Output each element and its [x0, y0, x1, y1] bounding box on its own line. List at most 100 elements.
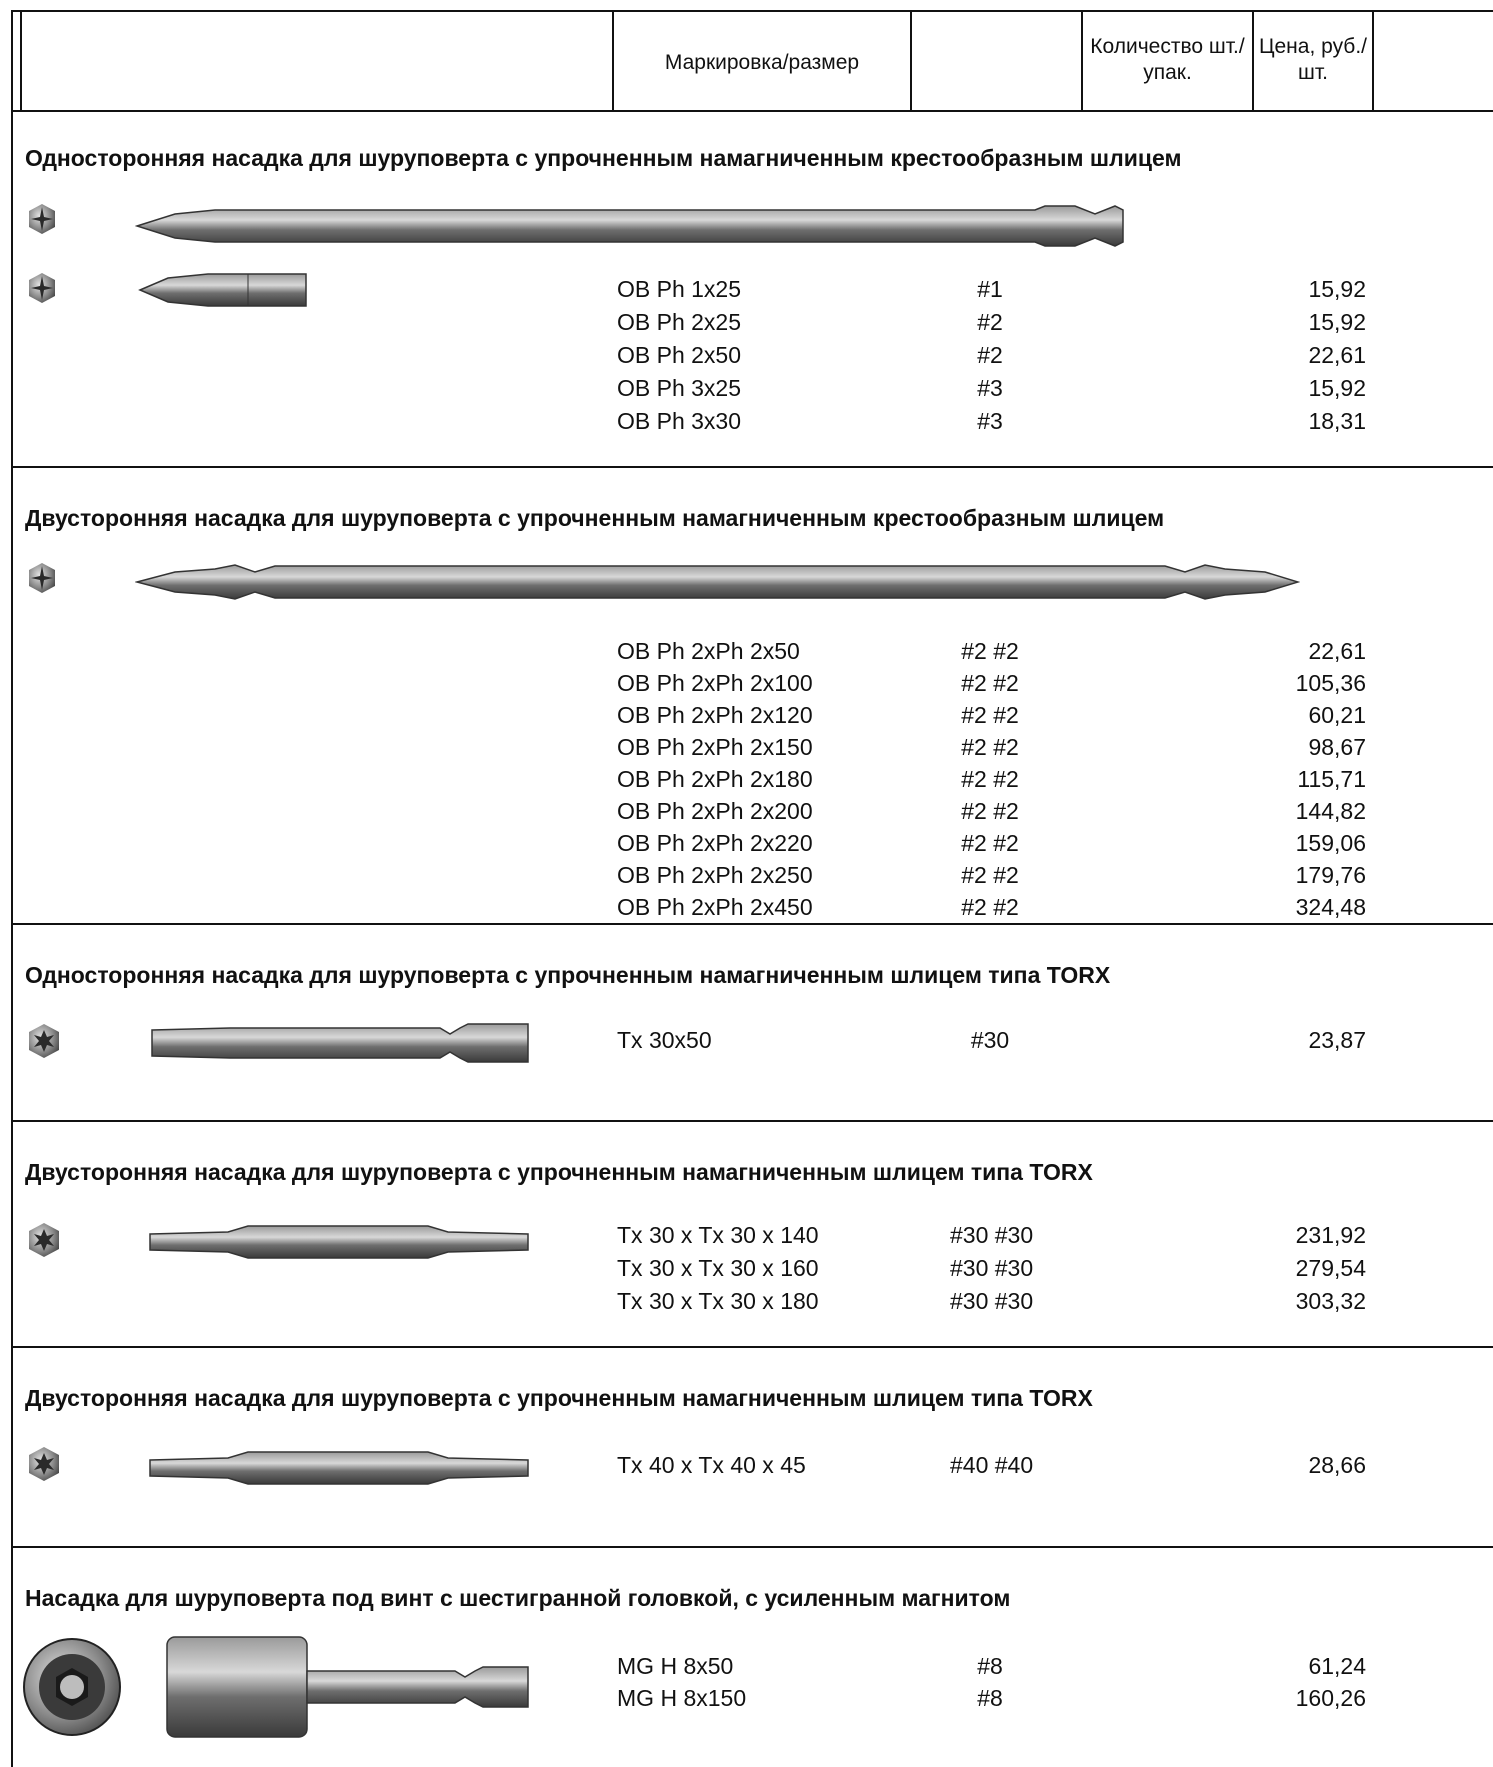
short-phillips-bit-image [138, 273, 307, 307]
section-title: Односторонняя насадка для шуруповерта с … [25, 962, 1111, 988]
size-cell: #2 #2 [961, 670, 1019, 696]
table-row: Tx 30 x Tx 30 x 140 #30 #30 231,92 [0, 1222, 1493, 1255]
header-qty: Количество шт./упак. [1090, 35, 1245, 84]
size-cell: #2 #2 [961, 830, 1019, 856]
marking-cell: OB Ph 2xPh 2x100 [617, 670, 813, 696]
table-row: MG H 8x50 #8 61,24 [0, 1653, 1493, 1686]
size-cell: #2 #2 [961, 862, 1019, 888]
section-divider [11, 923, 1493, 925]
header-price: Цена, руб./шт. [1258, 35, 1368, 84]
table-row: OB Ph 2xPh 2x100 #2 #2 105,36 [0, 670, 1493, 703]
price-cell: 15,92 [1308, 309, 1366, 335]
size-cell: #8 [977, 1685, 1003, 1711]
price-cell: 160,26 [1295, 1685, 1366, 1711]
table-row: OB Ph 2xPh 2x120 #2 #2 60,21 [0, 702, 1493, 735]
marking-cell: OB Ph 3x25 [617, 375, 742, 401]
size-cell: #40 #40 [950, 1452, 1034, 1478]
marking-cell: OB Ph 3x30 [617, 408, 742, 434]
marking-cell: Tx 30 x Tx 30 x 140 [617, 1222, 819, 1248]
table-row: OB Ph 2xPh 2x180 #2 #2 115,71 [0, 766, 1493, 799]
price-cell: 144,82 [1295, 798, 1366, 824]
table-row: Tx 30 x Tx 30 x 180 #30 #30 303,32 [0, 1288, 1493, 1321]
table-row: OB Ph 1x25 #1 15,92 [0, 276, 1493, 309]
price-cell: 159,06 [1295, 830, 1366, 856]
nut-setter-image [166, 1636, 529, 1738]
size-cell: #2 #2 [961, 798, 1019, 824]
size-cell: #2 #2 [961, 638, 1019, 664]
table-row: OB Ph 2x25 #2 15,92 [0, 309, 1493, 342]
price-cell: 279,54 [1295, 1255, 1366, 1281]
table-row: Tx 40 x Tx 40 x 45 #40 #40 28,66 [0, 1452, 1493, 1485]
size-cell: #2 [977, 342, 1003, 368]
table-row: OB Ph 2xPh 2x250 #2 #2 179,76 [0, 862, 1493, 895]
table-row: MG H 8x150 #8 160,26 [0, 1685, 1493, 1718]
marking-cell: OB Ph 1x25 [617, 276, 742, 302]
marking-cell: OB Ph 2xPh 2x250 [617, 862, 813, 888]
torx-bit-image [151, 1023, 529, 1063]
marking-cell: OB Ph 2xPh 2x200 [617, 798, 813, 824]
size-cell: #30 #30 [950, 1255, 1034, 1281]
section-divider [11, 1120, 1493, 1122]
marking-cell: OB Ph 2xPh 2x220 [617, 830, 813, 856]
table-row: OB Ph 2xPh 2x50 #2 #2 22,61 [0, 638, 1493, 671]
marking-cell: Tx 40 x Tx 40 x 45 [617, 1452, 806, 1478]
header-marking: Маркировка/размер [664, 51, 860, 74]
phillips-tip-icon [29, 204, 55, 234]
table-row: Tx 30x50 #30 23,87 [0, 1027, 1493, 1060]
price-cell: 324,48 [1295, 894, 1366, 920]
torx-tip-icon [29, 1024, 59, 1058]
price-cell: 23,87 [1308, 1027, 1366, 1053]
size-cell: #2 #2 [961, 894, 1019, 920]
price-cell: 22,61 [1308, 638, 1366, 664]
size-cell: #1 [977, 276, 1003, 302]
marking-cell: OB Ph 2xPh 2x450 [617, 894, 813, 920]
section-title: Двусторонняя насадка для шуруповерта с у… [25, 1159, 1093, 1185]
price-cell: 15,92 [1308, 375, 1366, 401]
section-divider [11, 466, 1493, 468]
size-cell: #3 [977, 375, 1003, 401]
section-divider [11, 1546, 1493, 1548]
double-torx-bit-image [149, 1451, 529, 1485]
marking-cell: OB Ph 2x50 [617, 342, 742, 368]
marking-cell: OB Ph 2x25 [617, 309, 742, 335]
marking-cell: MG H 8x50 [617, 1653, 734, 1679]
section-title: Насадка для шуруповерта под винт с шести… [25, 1585, 1011, 1611]
size-cell: #30 #30 [950, 1288, 1034, 1314]
size-cell: #2 #2 [961, 702, 1019, 728]
size-cell: #2 [977, 309, 1003, 335]
marking-cell: OB Ph 2xPh 2x50 [617, 638, 800, 664]
price-cell: 60,21 [1308, 702, 1366, 728]
table-row: OB Ph 2xPh 2x450 #2 #2 324,48 [0, 894, 1493, 927]
table-row: OB Ph 2x50 #2 22,61 [0, 342, 1493, 375]
table-row: OB Ph 3x30 #3 18,31 [0, 408, 1493, 441]
marking-cell: OB Ph 2xPh 2x180 [617, 766, 813, 792]
size-cell: #3 [977, 408, 1003, 434]
price-cell: 303,32 [1295, 1288, 1366, 1314]
double-torx-bit-image [149, 1225, 529, 1259]
size-cell: #2 #2 [961, 766, 1019, 792]
price-cell: 15,92 [1308, 276, 1366, 302]
price-cell: 231,92 [1295, 1222, 1366, 1248]
marking-cell: OB Ph 2xPh 2x150 [617, 734, 813, 760]
section-divider [11, 1346, 1493, 1348]
table-row: OB Ph 3x25 #3 15,92 [0, 375, 1493, 408]
price-cell: 22,61 [1308, 342, 1366, 368]
table-row: OB Ph 2xPh 2x150 #2 #2 98,67 [0, 734, 1493, 767]
price-cell: 115,71 [1297, 766, 1366, 792]
table-row: OB Ph 2xPh 2x200 #2 #2 144,82 [0, 798, 1493, 831]
price-cell: 28,66 [1308, 1452, 1366, 1478]
price-cell: 179,76 [1295, 862, 1366, 888]
double-phillips-bit-image [135, 564, 1300, 600]
price-cell: 18,31 [1308, 408, 1366, 434]
table-row: OB Ph 2xPh 2x220 #2 #2 159,06 [0, 830, 1493, 863]
torx-tip-icon [29, 1447, 59, 1481]
socket-end-icon [23, 1638, 121, 1736]
price-cell: 98,67 [1308, 734, 1366, 760]
size-cell: #8 [977, 1653, 1003, 1679]
section-title: Двусторонняя насадка для шуруповерта с у… [25, 1385, 1093, 1411]
marking-cell: Tx 30x50 [617, 1027, 712, 1053]
size-cell: #30 #30 [950, 1222, 1034, 1248]
price-cell: 105,36 [1295, 670, 1366, 696]
price-cell: 61,24 [1308, 1653, 1366, 1679]
section-title: Односторонняя насадка для шуруповерта с … [25, 145, 1182, 171]
